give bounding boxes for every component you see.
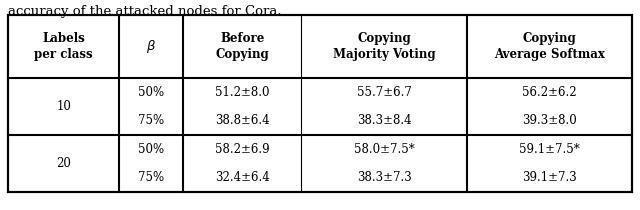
Text: Copying
Majority Voting: Copying Majority Voting	[333, 32, 435, 61]
Text: accuracy of the attacked nodes for Cora.: accuracy of the attacked nodes for Cora.	[8, 5, 282, 18]
Text: Before
Copying: Before Copying	[216, 32, 269, 61]
Text: 50%: 50%	[138, 143, 164, 156]
Text: Copying
Average Softmax: Copying Average Softmax	[494, 32, 605, 61]
Text: $\beta$: $\beta$	[147, 38, 156, 55]
Text: 38.3±7.3: 38.3±7.3	[356, 171, 412, 184]
Text: 59.1±7.5*: 59.1±7.5*	[519, 143, 580, 156]
Text: 38.3±8.4: 38.3±8.4	[356, 114, 412, 127]
Text: 32.4±6.4: 32.4±6.4	[215, 171, 270, 184]
Text: 50%: 50%	[138, 86, 164, 99]
Text: 75%: 75%	[138, 171, 164, 184]
Text: 20: 20	[56, 157, 71, 170]
Bar	[8, 15, 632, 192]
Text: 56.2±6.2: 56.2±6.2	[522, 86, 577, 99]
Text: 58.0±7.5*: 58.0±7.5*	[354, 143, 415, 156]
Text: 58.2±6.9: 58.2±6.9	[215, 143, 269, 156]
Text: 39.1±7.3: 39.1±7.3	[522, 171, 577, 184]
Text: 55.7±6.7: 55.7±6.7	[356, 86, 412, 99]
Text: 38.8±6.4: 38.8±6.4	[215, 114, 269, 127]
Text: 51.2±8.0: 51.2±8.0	[215, 86, 269, 99]
Text: 39.3±8.0: 39.3±8.0	[522, 114, 577, 127]
Text: 75%: 75%	[138, 114, 164, 127]
Text: Labels
per class: Labels per class	[35, 32, 93, 61]
Text: 10: 10	[56, 100, 71, 113]
